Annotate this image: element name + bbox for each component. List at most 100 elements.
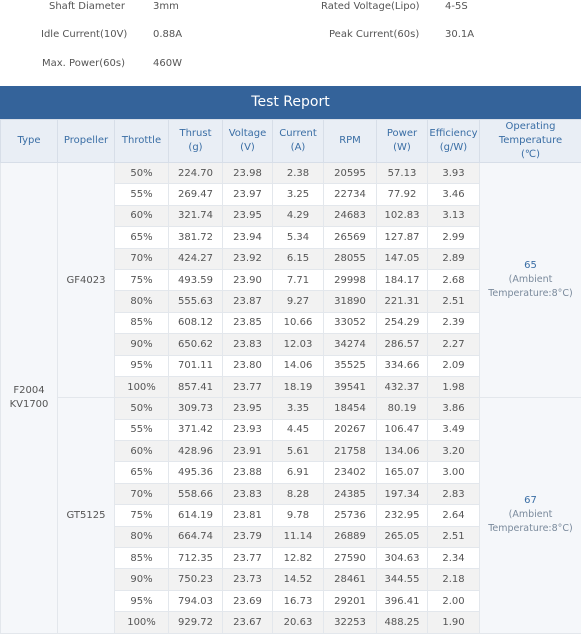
rated-voltage-label: Rated Voltage(Lipo) xyxy=(321,1,420,13)
efficiency-cell: 2.18 xyxy=(428,569,480,590)
efficiency-cell: 2.68 xyxy=(428,269,480,290)
current-cell: 3.35 xyxy=(273,398,324,419)
power-cell: 304.63 xyxy=(377,548,428,569)
temperature-note-1: (Ambient xyxy=(509,274,553,285)
rpm-cell: 26569 xyxy=(324,227,377,248)
voltage-cell: 23.90 xyxy=(223,269,273,290)
rpm-cell: 18454 xyxy=(324,398,377,419)
rpm-cell: 39541 xyxy=(324,376,377,397)
rpm-cell: 35525 xyxy=(324,355,377,376)
max-power-value: 460W xyxy=(153,58,182,70)
rpm-cell: 22734 xyxy=(324,184,377,205)
power-cell: 396.41 xyxy=(377,590,428,611)
rpm-cell: 32253 xyxy=(324,612,377,633)
thrust-cell: 428.96 xyxy=(169,441,223,462)
thrust-cell: 794.03 xyxy=(169,590,223,611)
shaft-diameter-value: 3mm xyxy=(153,1,179,13)
voltage-cell: 23.91 xyxy=(223,441,273,462)
throttle-cell: 100% xyxy=(115,376,169,397)
header-voltage: Voltage(V) xyxy=(223,120,273,163)
current-cell: 2.38 xyxy=(273,163,324,184)
header-efficiency: Efficiency(g/W) xyxy=(428,120,480,163)
thrust-cell: 701.11 xyxy=(169,355,223,376)
rpm-cell: 21758 xyxy=(324,441,377,462)
throttle-cell: 70% xyxy=(115,483,169,504)
rpm-cell: 28461 xyxy=(324,569,377,590)
throttle-cell: 65% xyxy=(115,462,169,483)
current-cell: 16.73 xyxy=(273,590,324,611)
throttle-cell: 80% xyxy=(115,526,169,547)
throttle-cell: 75% xyxy=(115,269,169,290)
voltage-cell: 23.94 xyxy=(223,227,273,248)
throttle-cell: 50% xyxy=(115,163,169,184)
current-cell: 8.28 xyxy=(273,483,324,504)
efficiency-cell: 3.13 xyxy=(428,205,480,226)
voltage-cell: 23.97 xyxy=(223,184,273,205)
throttle-cell: 100% xyxy=(115,612,169,633)
thrust-cell: 929.72 xyxy=(169,612,223,633)
header-current: Current(A) xyxy=(273,120,324,163)
current-cell: 3.25 xyxy=(273,184,324,205)
efficiency-cell: 2.83 xyxy=(428,483,480,504)
voltage-cell: 23.95 xyxy=(223,205,273,226)
power-cell: 221.31 xyxy=(377,291,428,312)
efficiency-cell: 2.09 xyxy=(428,355,480,376)
current-cell: 14.06 xyxy=(273,355,324,376)
rpm-cell: 20595 xyxy=(324,163,377,184)
rpm-cell: 29201 xyxy=(324,590,377,611)
thrust-cell: 224.70 xyxy=(169,163,223,184)
header-thrust: Thrust(g) xyxy=(169,120,223,163)
voltage-cell: 23.67 xyxy=(223,612,273,633)
efficiency-cell: 3.49 xyxy=(428,419,480,440)
voltage-cell: 23.98 xyxy=(223,163,273,184)
rpm-cell: 33052 xyxy=(324,312,377,333)
thrust-cell: 664.74 xyxy=(169,526,223,547)
power-cell: 344.55 xyxy=(377,569,428,590)
rpm-cell: 27590 xyxy=(324,548,377,569)
header-rpm: RPM xyxy=(324,120,377,163)
header-type: Type xyxy=(1,120,58,163)
voltage-cell: 23.93 xyxy=(223,419,273,440)
power-cell: 286.57 xyxy=(377,334,428,355)
thrust-cell: 712.35 xyxy=(169,548,223,569)
voltage-cell: 23.77 xyxy=(223,548,273,569)
thrust-cell: 495.36 xyxy=(169,462,223,483)
throttle-cell: 75% xyxy=(115,505,169,526)
throttle-cell: 90% xyxy=(115,334,169,355)
throttle-cell: 95% xyxy=(115,590,169,611)
thrust-cell: 558.66 xyxy=(169,483,223,504)
current-cell: 9.27 xyxy=(273,291,324,312)
efficiency-cell: 3.93 xyxy=(428,163,480,184)
temperature-value: 65 xyxy=(524,260,537,271)
power-cell: 265.05 xyxy=(377,526,428,547)
voltage-cell: 23.69 xyxy=(223,590,273,611)
efficiency-cell: 3.46 xyxy=(428,184,480,205)
header-power: Power(W) xyxy=(377,120,428,163)
rpm-cell: 31890 xyxy=(324,291,377,312)
voltage-cell: 23.88 xyxy=(223,462,273,483)
current-cell: 12.03 xyxy=(273,334,324,355)
current-cell: 4.45 xyxy=(273,419,324,440)
throttle-cell: 60% xyxy=(115,441,169,462)
rpm-cell: 34274 xyxy=(324,334,377,355)
thrust-cell: 309.73 xyxy=(169,398,223,419)
throttle-cell: 50% xyxy=(115,398,169,419)
efficiency-cell: 2.00 xyxy=(428,590,480,611)
efficiency-cell: 2.34 xyxy=(428,548,480,569)
power-cell: 488.25 xyxy=(377,612,428,633)
voltage-cell: 23.83 xyxy=(223,334,273,355)
efficiency-cell: 2.99 xyxy=(428,227,480,248)
efficiency-cell: 3.86 xyxy=(428,398,480,419)
power-cell: 134.06 xyxy=(377,441,428,462)
rpm-cell: 25736 xyxy=(324,505,377,526)
thrust-cell: 269.47 xyxy=(169,184,223,205)
idle-current-value: 0.88A xyxy=(153,29,182,41)
shaft-diameter-label: Shaft Diameter xyxy=(49,1,125,13)
table-header-row: Type Propeller Throttle Thrust(g) Voltag… xyxy=(1,120,581,163)
header-throttle: Throttle xyxy=(115,120,169,163)
